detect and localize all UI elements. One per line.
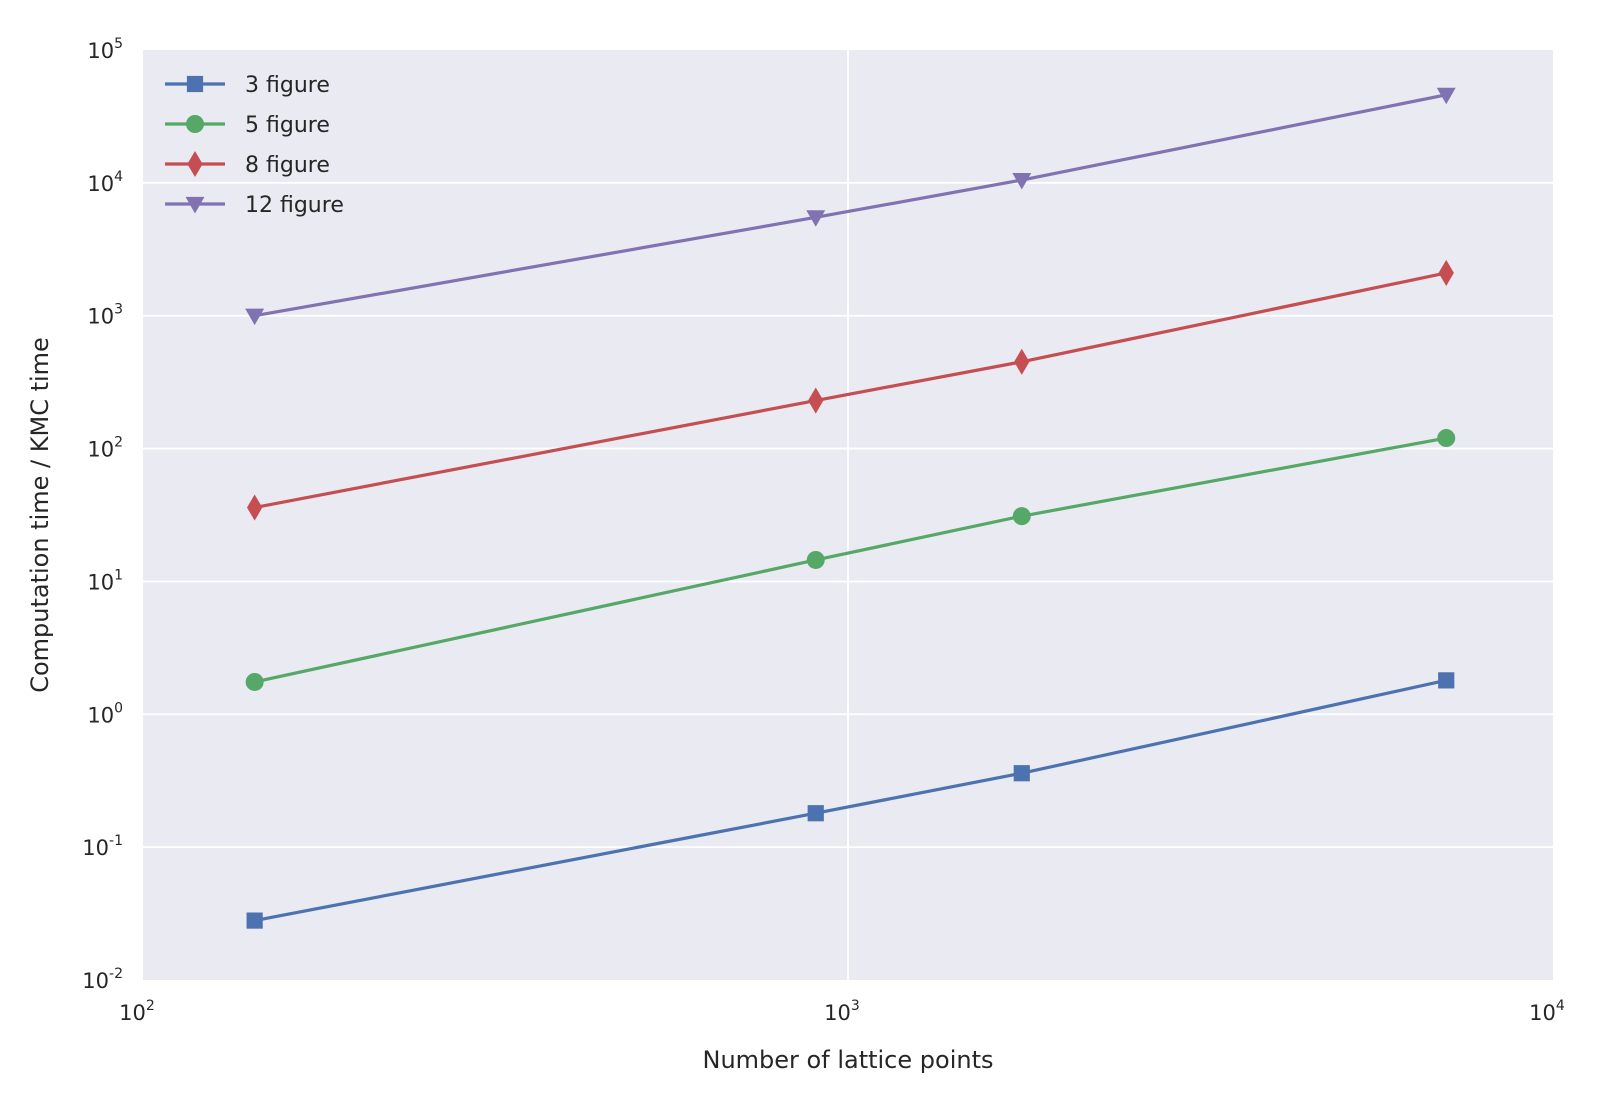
y-tick-label: 10-2 — [82, 966, 123, 993]
y-tick-label: 10-1 — [82, 833, 123, 860]
data-point-3-figure — [1013, 765, 1030, 782]
legend-item-5-figure: 5 figure — [165, 113, 330, 138]
legend-item-3-figure: 3 figure — [165, 73, 330, 98]
data-point-8-figure — [1438, 259, 1454, 286]
legend-label: 5 figure — [245, 113, 330, 138]
data-point-8-figure — [246, 494, 263, 521]
legend-marker — [186, 115, 204, 133]
data-point-12-figure — [806, 210, 826, 227]
series-line-3-figure — [254, 678, 1447, 923]
data-point-12-figure — [1012, 172, 1032, 190]
legend-label: 12 figure — [245, 193, 344, 218]
y-tick-label: 102 — [87, 435, 123, 462]
data-point-8-figure — [1014, 348, 1030, 375]
data-point-5-figure — [1012, 507, 1031, 526]
legend-item-12-figure: 12 figure — [165, 193, 344, 218]
y-tick-labels: 10-2 10-1 100 101 102 103 104 105 — [82, 36, 123, 993]
data-point-5-figure — [1437, 429, 1456, 448]
y-tick-label: 100 — [87, 700, 123, 727]
data-point-5-figure — [245, 672, 264, 691]
series-lines — [254, 93, 1447, 923]
x-tick-labels: 102 103 104 — [119, 998, 1565, 1025]
x-tick-label: 102 — [119, 998, 155, 1025]
data-point-12-figure — [1436, 87, 1456, 105]
series-line-8-figure — [254, 271, 1447, 510]
series-line-12-figure — [254, 93, 1447, 318]
x-tick-label: 104 — [1529, 998, 1565, 1025]
grid-lines — [143, 50, 1553, 980]
y-tick-label: 105 — [87, 36, 123, 63]
series-markers — [245, 87, 1456, 929]
y-tick-label: 103 — [87, 302, 123, 329]
x-tick-label: 103 — [824, 998, 860, 1025]
legend-item-8-figure: 8 figure — [165, 150, 330, 178]
y-axis-label: Computation time / KMC time — [26, 337, 54, 693]
y-tick-label: 101 — [87, 567, 123, 594]
legend-marker — [185, 196, 205, 214]
data-point-3-figure — [246, 912, 263, 929]
data-point-12-figure — [245, 308, 265, 326]
legend: 3 figure 5 figure 8 figure 12 figure — [165, 73, 344, 218]
legend-marker — [186, 75, 204, 93]
legend-marker — [187, 150, 203, 178]
y-tick-label: 104 — [87, 169, 123, 196]
series-line-5-figure — [254, 436, 1447, 684]
legend-label: 8 figure — [245, 153, 330, 178]
legend-label: 3 figure — [245, 73, 330, 98]
data-point-3-figure — [807, 805, 824, 822]
data-point-3-figure — [1438, 672, 1455, 689]
x-axis-label: Number of lattice points — [703, 1046, 994, 1074]
data-point-8-figure — [808, 387, 824, 414]
data-point-5-figure — [806, 550, 825, 569]
